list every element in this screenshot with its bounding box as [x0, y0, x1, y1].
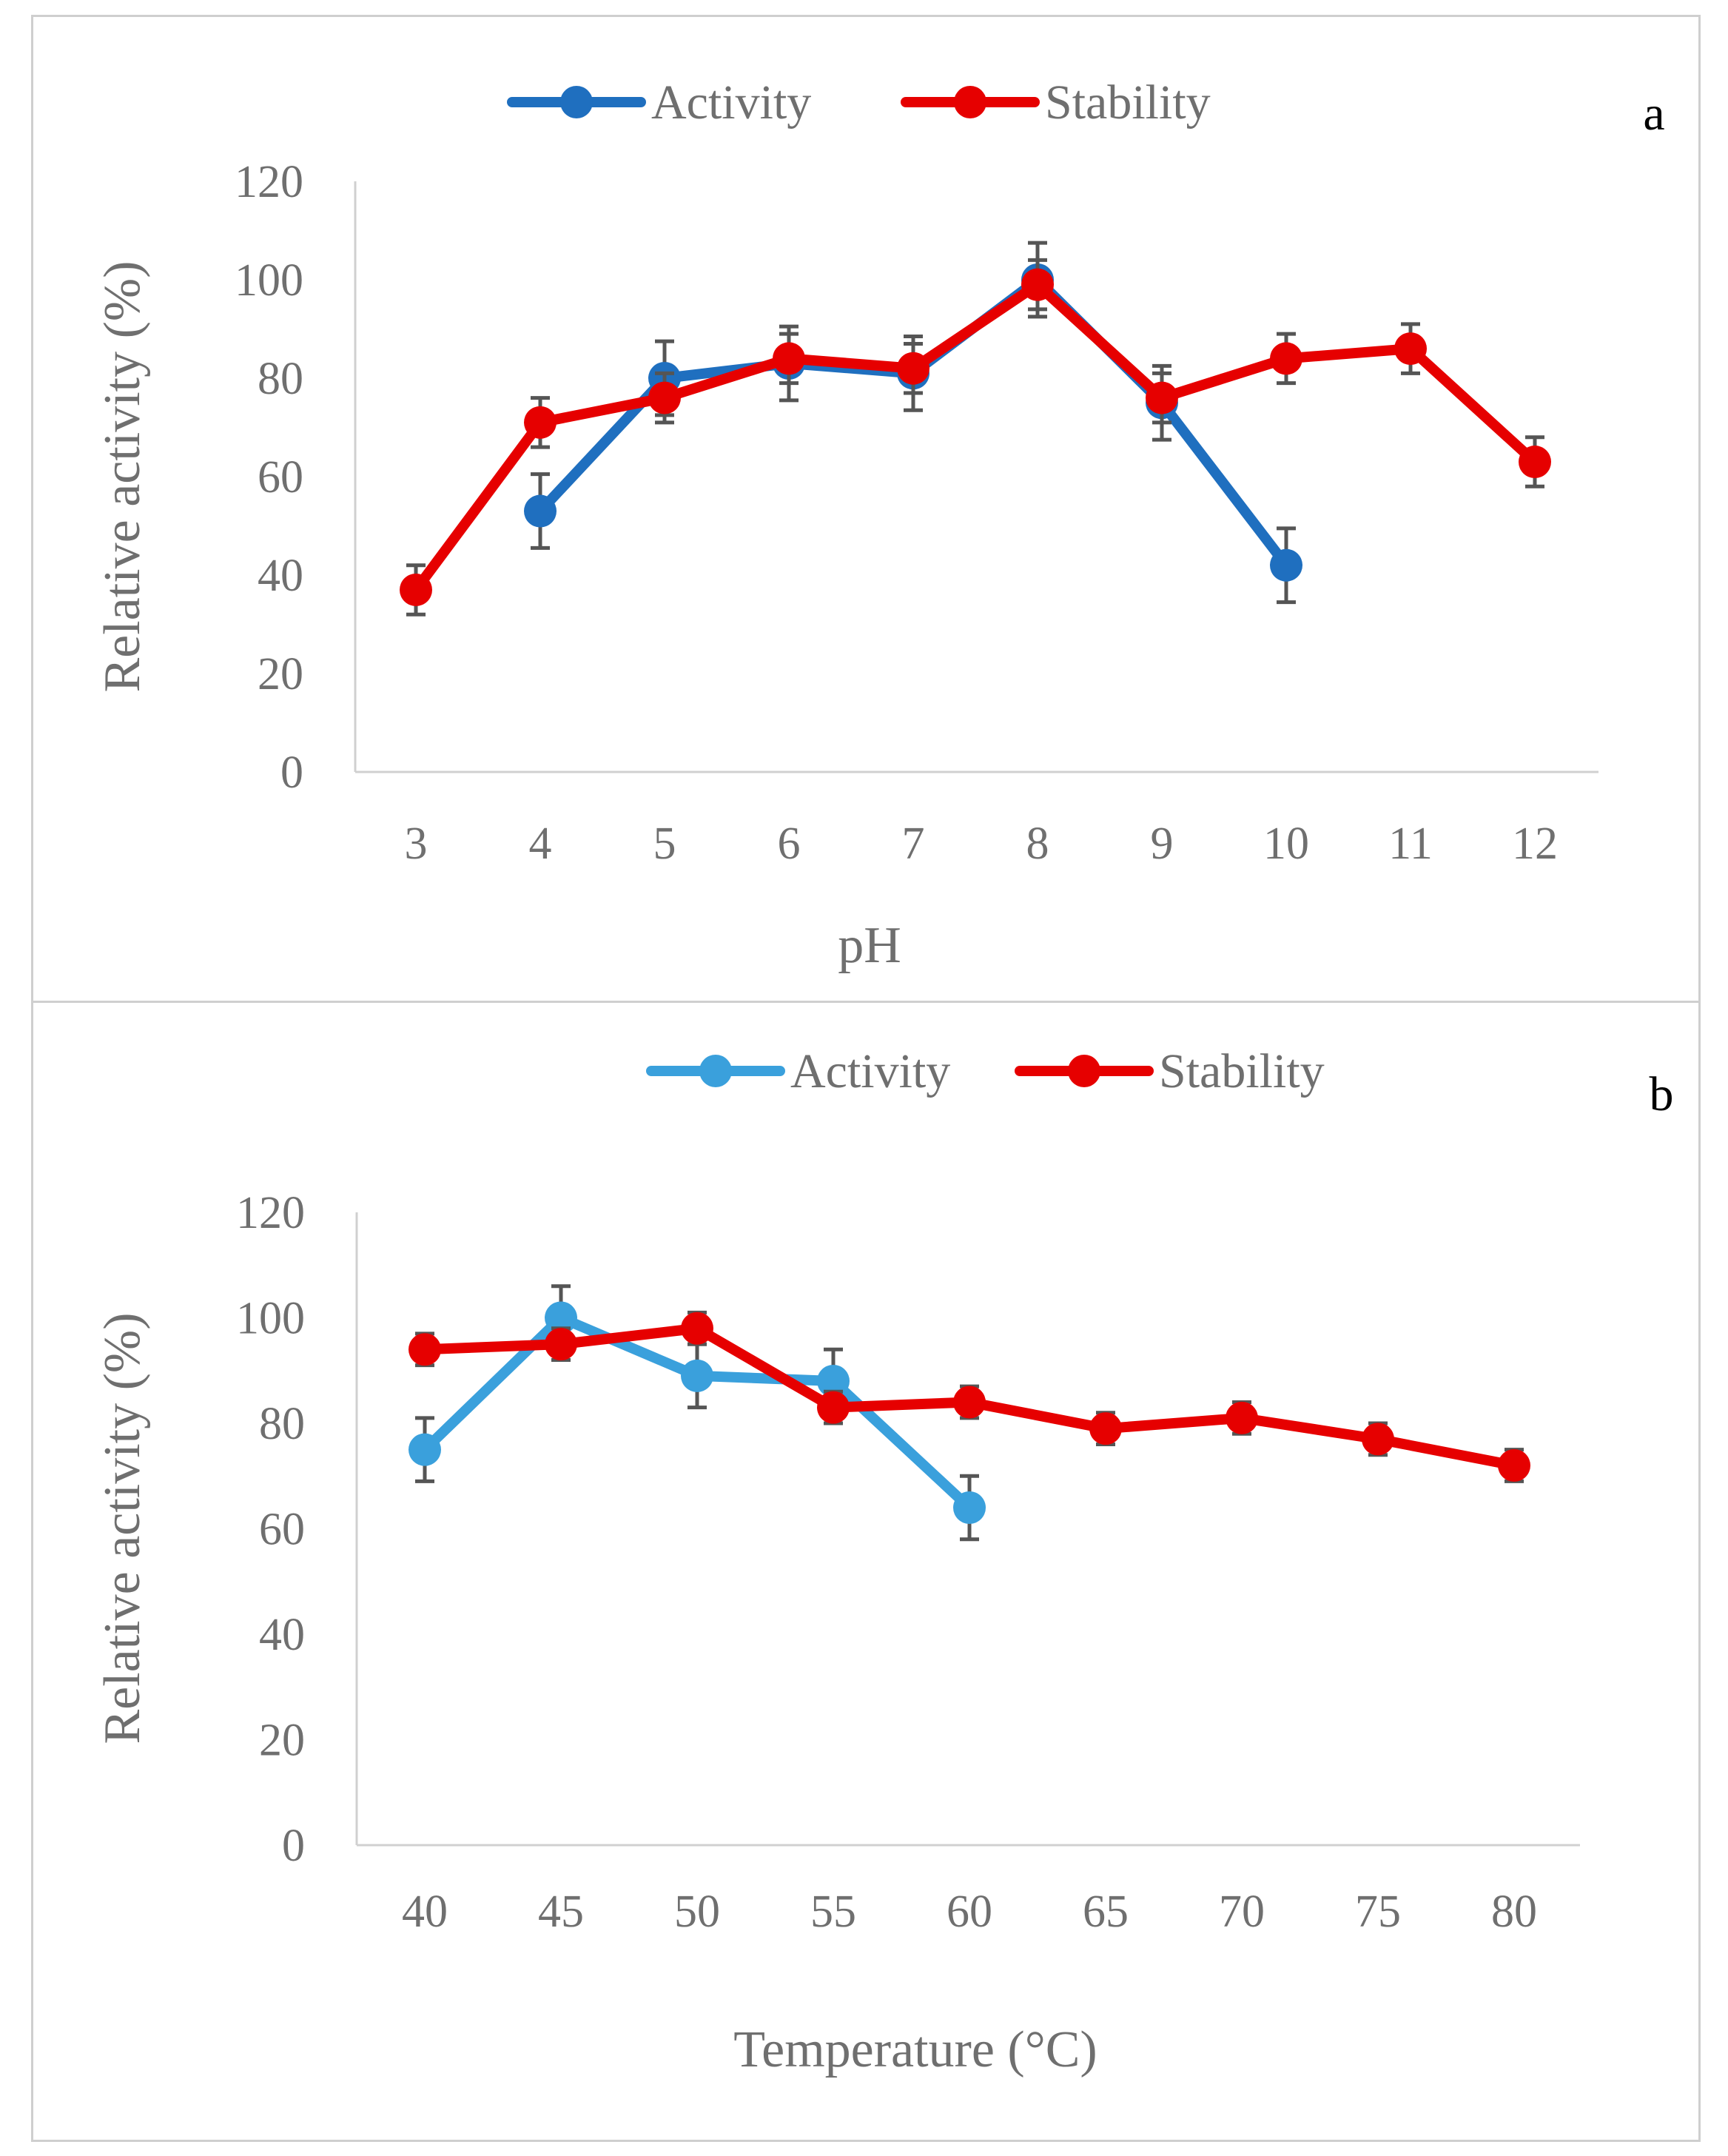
- legend-label-stability: Stability: [1045, 75, 1211, 130]
- x-tick-label: 4: [529, 819, 552, 869]
- x-tick-label: 7: [902, 819, 925, 869]
- data-point-activity-60: [953, 1491, 986, 1524]
- data-point-activity-4: [524, 494, 557, 528]
- x-tick-label: 80: [1491, 1887, 1537, 1937]
- data-point-stability-7: [897, 352, 929, 385]
- y-tick-label: 20: [258, 649, 303, 699]
- legend-label-stability: Stability: [1159, 1044, 1325, 1098]
- series-line-activity: [535, 275, 1291, 571]
- x-tick-label: 11: [1388, 819, 1433, 869]
- y-tick-label: 80: [259, 1399, 305, 1449]
- data-point-stability-3: [400, 573, 432, 606]
- data-point-stability-9: [1146, 381, 1178, 414]
- data-point-stability-11: [1394, 332, 1427, 366]
- data-point-activity-45: [545, 1301, 577, 1334]
- data-point-stability-65: [1089, 1412, 1122, 1445]
- x-tick-label: 9: [1151, 819, 1174, 869]
- chart-b: 0 20 40 60 80 100 120 40 45 50 55 60 65 70 75 80 Tempera…: [94, 1044, 1674, 2078]
- x-tick-label: 5: [653, 819, 676, 869]
- legend-marker-stability: [1068, 1055, 1100, 1087]
- y-axis-title: Relative activity (%): [94, 261, 151, 692]
- data-point-stability-50: [681, 1312, 713, 1345]
- data-point-stability-6: [773, 342, 805, 375]
- data-point-stability-4: [524, 406, 557, 439]
- data-point-stability-60: [953, 1386, 986, 1419]
- series-line-stability: [411, 279, 1540, 595]
- data-point-stability-80: [1498, 1449, 1530, 1482]
- y-tick-label: 0: [282, 1821, 305, 1871]
- data-point-stability-5: [648, 381, 681, 414]
- data-point-activity-10: [1270, 548, 1302, 582]
- y-tick-label: 100: [236, 1294, 305, 1344]
- data-point-stability-75: [1362, 1423, 1394, 1456]
- legend-label-activity: Activity: [651, 75, 811, 130]
- data-point-stability-12: [1519, 446, 1551, 479]
- y-tick-label: 60: [258, 452, 303, 503]
- x-tick-label: 60: [947, 1887, 992, 1937]
- data-point-stability-10: [1270, 342, 1302, 375]
- x-tick-label: 3: [405, 819, 428, 869]
- legend-marker-activity: [560, 86, 593, 118]
- y-tick-label: 100: [235, 255, 303, 306]
- legend-marker-stability: [954, 86, 986, 118]
- y-tick-label: 40: [258, 551, 303, 601]
- y-tick-label: 40: [259, 1610, 305, 1660]
- data-point-stability-8: [1021, 268, 1054, 301]
- data-point-stability-55: [817, 1391, 850, 1424]
- x-tick-label: 50: [674, 1887, 720, 1937]
- x-tick-label: 65: [1083, 1887, 1129, 1937]
- x-tick-label: 6: [778, 819, 801, 869]
- data-point-activity-55: [817, 1365, 850, 1397]
- y-tick-label: 60: [259, 1505, 305, 1555]
- x-tick-label: 40: [402, 1887, 448, 1937]
- x-tick-label: 75: [1355, 1887, 1401, 1937]
- y-tick-label: 120: [236, 1188, 305, 1238]
- x-tick-label: 10: [1263, 819, 1309, 869]
- x-tick-label: 70: [1219, 1887, 1265, 1937]
- y-tick-label: 120: [235, 157, 303, 207]
- chart-panel-b: [31, 1001, 1701, 2142]
- y-tick-label: 20: [259, 1716, 305, 1766]
- data-point-stability-70: [1226, 1401, 1258, 1434]
- chart-a: 0 20 40 60 80 100 120 3 4 5 6 7 8 9 10 11 12 pH Relative a…: [94, 75, 1665, 974]
- x-axis-title: pH: [838, 917, 901, 974]
- panel-label: a: [1643, 87, 1664, 141]
- y-tick-label: 0: [280, 748, 303, 798]
- x-tick-label: 45: [538, 1887, 584, 1937]
- legend-marker-activity: [699, 1055, 732, 1087]
- x-axis-title: Temperature (°C): [733, 2021, 1097, 2078]
- data-point-stability-45: [545, 1328, 577, 1361]
- x-tick-label: 55: [810, 1887, 856, 1937]
- data-point-activity-40: [409, 1433, 441, 1466]
- data-point-stability-40: [409, 1333, 441, 1366]
- y-axis-title: Relative activity (%): [94, 1312, 151, 1744]
- x-tick-label: 12: [1512, 819, 1558, 869]
- legend-label-activity: Activity: [790, 1044, 950, 1098]
- x-tick-label: 8: [1026, 819, 1049, 869]
- panel-label: b: [1650, 1067, 1674, 1121]
- data-point-activity-50: [681, 1359, 713, 1392]
- y-tick-label: 80: [258, 354, 303, 404]
